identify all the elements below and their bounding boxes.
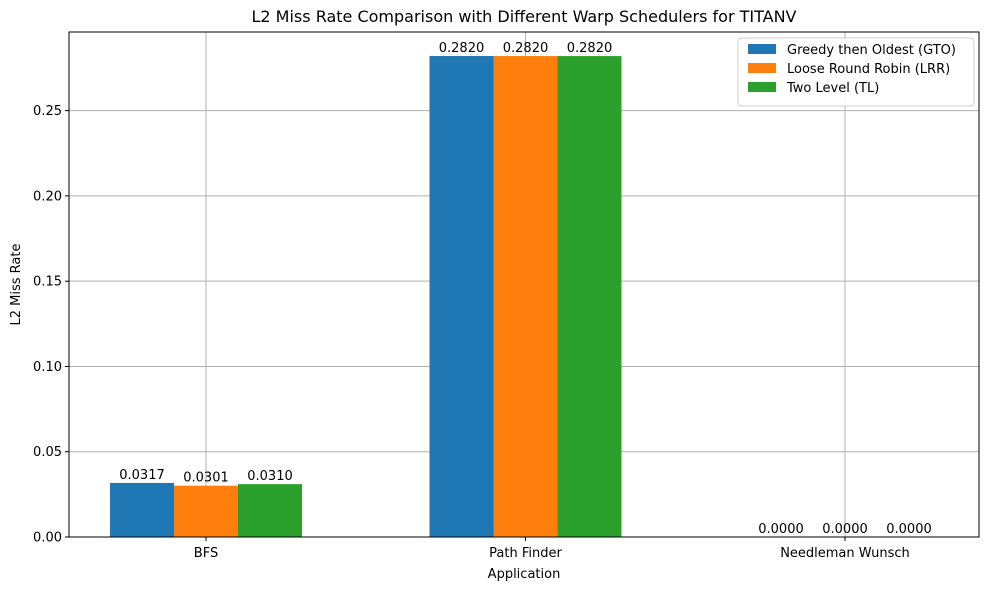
bars [110,56,622,538]
legend: Greedy then Oldest (GTO) Loose Round Robi… [737,37,975,107]
y-tick-label: 0.15 [33,275,62,290]
bar [493,56,558,538]
y-tick-label: 0.00 [33,531,62,546]
bar-value-label: 0.0000 [758,522,804,537]
bar [557,56,622,538]
y-axis-label: L2 Miss Rate [9,244,24,326]
legend-entry: Loose Round Robin (LRR) [787,62,950,77]
plot-frame [68,31,980,538]
y-tick-label: 0.10 [33,360,62,375]
bar-value-label: 0.0310 [247,469,293,484]
legend-box [737,37,975,107]
bar-value-label: 0.2820 [503,41,549,56]
bar-value-label: 0.0301 [183,471,229,486]
bar-labels: 0.0317 0.2820 0.0000 0.0301 0.2820 0.0000 0.03… [119,41,932,537]
axes: 0.00 0.05 0.10 0.15 0.20 0.25 BFS Path Finder Ne… [33,104,910,561]
legend-swatch [748,82,776,92]
y-tick-label: 0.25 [33,104,62,119]
bar-value-label: 0.0000 [886,522,932,537]
bar-value-label: 0.2820 [567,41,613,56]
bar [429,56,494,538]
bar-value-label: 0.2820 [439,41,485,56]
bar-value-label: 0.0317 [119,468,165,483]
legend-entry: Greedy then Oldest (GTO) [787,43,956,58]
x-tick-label: Needleman Wunsch [780,546,910,561]
bar [110,482,174,537]
legend-swatch [748,44,776,54]
bar [174,485,238,537]
legend-swatch [748,63,776,73]
bar [238,484,302,537]
y-tick-label: 0.20 [33,189,62,204]
y-tick-label: 0.05 [33,445,62,460]
legend-entry: Two Level (TL) [786,81,879,96]
bar-value-label: 0.0000 [822,522,868,537]
x-axis-label: Application [488,567,561,582]
x-tick-label: BFS [194,546,218,561]
chart-title: L2 Miss Rate Comparison with Different W… [252,7,797,26]
x-tick-label: Path Finder [489,546,562,561]
